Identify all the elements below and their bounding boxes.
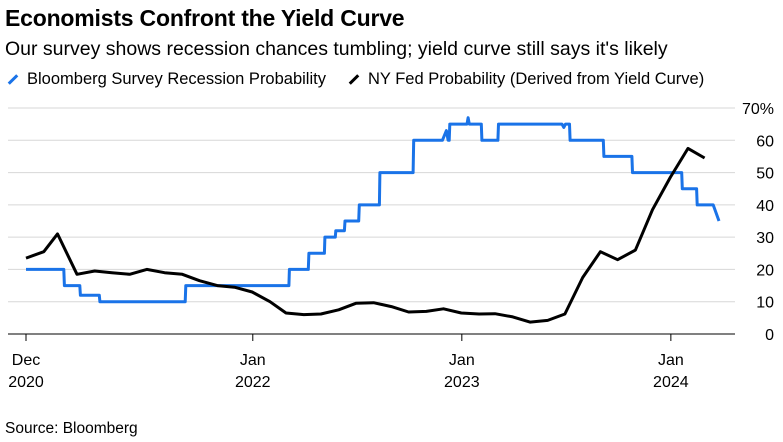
x-tick-label-month: Dec bbox=[12, 352, 40, 369]
series-lines bbox=[25, 116, 721, 324]
y-tick-label: 60 bbox=[756, 133, 774, 150]
series-line-survey bbox=[26, 116, 721, 304]
y-tick-label: 10 bbox=[756, 295, 774, 312]
x-tick-label-year: 2020 bbox=[8, 374, 44, 391]
y-tick-label: 50 bbox=[756, 166, 774, 183]
x-tick-label-month: Jan bbox=[658, 352, 684, 369]
chart-subtitle: Our survey shows recession chances tumbl… bbox=[5, 38, 668, 60]
source-note: Source: Bloomberg bbox=[5, 420, 138, 437]
legend-label-nyfed: NY Fed Probability (Derived from Yield C… bbox=[367, 70, 705, 88]
legend-item-survey: Bloomberg Survey Recession Probability bbox=[7, 70, 326, 89]
legend-item-nyfed: NY Fed Probability (Derived from Yield C… bbox=[348, 70, 704, 89]
x-tick-label-year: 2024 bbox=[653, 374, 689, 391]
chart-title: Economists Confront the Yield Curve bbox=[5, 5, 405, 31]
y-tick-label: 40 bbox=[756, 198, 774, 215]
y-tick-label: 70% bbox=[742, 101, 774, 118]
series-line-nyfed bbox=[25, 146, 706, 324]
x-axis: Dec 2020 Jan 2022 Jan 2023 Jan 2024 bbox=[8, 334, 689, 391]
x-tick-label-month: Jan bbox=[240, 352, 266, 369]
y-tick-label: 0 bbox=[765, 327, 774, 344]
chart-legend: Bloomberg Survey Recession Probability N… bbox=[7, 70, 726, 89]
y-tick-label: 20 bbox=[756, 262, 774, 279]
x-tick-label-month: Jan bbox=[449, 352, 475, 369]
x-tick-label-year: 2022 bbox=[235, 374, 271, 391]
legend-label-survey: Bloomberg Survey Recession Probability bbox=[27, 70, 326, 88]
y-axis: 0 10 20 30 40 50 60 70% bbox=[742, 101, 774, 344]
x-tick-label-year: 2023 bbox=[444, 374, 480, 391]
grid-lines bbox=[8, 107, 735, 335]
y-tick-label: 30 bbox=[756, 230, 774, 247]
